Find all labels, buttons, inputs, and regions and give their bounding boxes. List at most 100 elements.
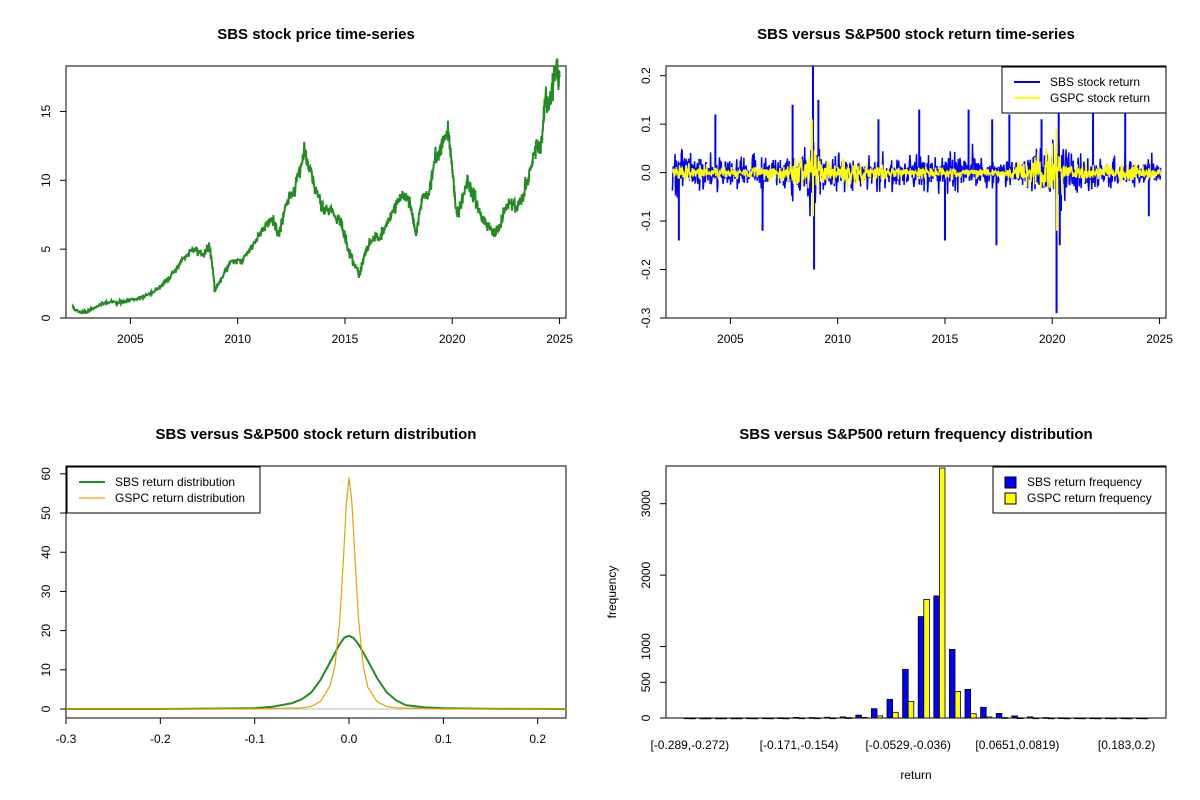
bar-gspc (1095, 717, 1102, 720)
x-tick-label: 2025 (546, 332, 573, 346)
bar-gspc (939, 467, 946, 719)
bar-sbs (1027, 716, 1034, 719)
y-tick-label: 30 (39, 584, 53, 598)
bar-sbs (1089, 717, 1096, 720)
legend-box (1001, 66, 1167, 114)
bar-gspc (814, 717, 821, 720)
x-tick-label: 0.1 (435, 732, 452, 746)
bar-gspc (861, 717, 868, 719)
bar-sbs (699, 717, 706, 720)
x-tick-label: 0.2 (529, 732, 546, 746)
bar-gspc (954, 691, 961, 719)
y-tick-label: 2000 (639, 561, 653, 588)
y-tick-label: 5 (39, 245, 53, 252)
bar-gspc (1032, 717, 1039, 720)
y-tick-label: 10 (39, 663, 53, 677)
series-line-gspc-return (671, 143, 1162, 196)
x-tick-label: 2005 (117, 332, 144, 346)
x-tick-label: [-0.171,-0.154) (760, 738, 839, 752)
x-tick-label: 2010 (824, 332, 851, 346)
bar-gspc (767, 717, 774, 720)
y-tick-label: 0.1 (639, 115, 653, 132)
legend-swatch (1004, 476, 1017, 489)
x-tick-label: 2010 (224, 332, 251, 346)
y-tick-label: 500 (639, 672, 653, 692)
y-tick-label: 20 (39, 624, 53, 638)
bar-sbs (1073, 717, 1081, 720)
y-tick-label: 0 (639, 714, 653, 721)
y-tick-label: 60 (39, 467, 53, 481)
chart-title: SBS stock price time-series (217, 26, 415, 43)
x-tick-label: 0.0 (341, 732, 358, 746)
bar-gspc (1017, 717, 1024, 719)
x-tick-label: -0.3 (56, 732, 77, 746)
bar-gspc (876, 715, 883, 719)
bar-gspc (907, 701, 915, 719)
bar-sbs (808, 717, 815, 719)
legend-label: GSPC stock return (1050, 91, 1150, 105)
chart-title: SBS versus S&P500 stock return time-seri… (757, 26, 1075, 43)
bar-sbs (730, 717, 737, 720)
bar-sbs (839, 716, 847, 719)
x-tick-label: [-0.0529,-0.036) (866, 738, 951, 752)
bar-sbs (917, 616, 925, 719)
bar-sbs (683, 717, 691, 720)
plot-frame-1 (65, 65, 567, 319)
x-tick-label: 2005 (717, 332, 744, 346)
bar-sbs (1105, 717, 1112, 720)
bar-sbs (933, 595, 940, 719)
bar-gspc (1126, 717, 1133, 720)
y-tick-label: -0.2 (639, 259, 653, 280)
x-tick-label: 2015 (932, 332, 959, 346)
bar-sbs (761, 717, 769, 720)
bar-gspc (689, 717, 696, 720)
legend-label: GSPC return distribution (115, 491, 245, 505)
x-tick-label: [0.183,0.2) (1098, 738, 1155, 752)
y-tick-label: 15 (39, 104, 53, 118)
bar-sbs (886, 699, 893, 719)
chart-title: SBS versus S&P500 stock return distribut… (156, 426, 477, 443)
y-tick-label: 0.0 (639, 164, 653, 181)
bar-gspc (1110, 717, 1117, 720)
bar-gspc (970, 713, 977, 719)
bar-sbs (949, 649, 956, 719)
x-axis-label: return (900, 768, 931, 782)
x-tick-label: -0.1 (244, 732, 265, 746)
x-tick-label: 2020 (1039, 332, 1066, 346)
bar-gspc (736, 717, 743, 720)
bar-sbs (902, 669, 909, 719)
bar-sbs (1011, 715, 1018, 719)
bar-gspc (892, 711, 899, 719)
bar-gspc (845, 717, 852, 719)
bar-sbs (1042, 717, 1049, 719)
plot-frame-2 (665, 65, 1167, 319)
y-tick-label: 0.2 (639, 67, 653, 84)
plot-frame-4 (665, 465, 1167, 719)
bar-gspc (783, 717, 790, 720)
y-tick-label: -0.3 (639, 307, 653, 328)
bar-gspc (751, 717, 759, 720)
series-line-sbs-return (671, 139, 1162, 217)
bar-gspc (1048, 717, 1055, 720)
y-tick-label: 0 (39, 314, 53, 321)
legend-label: SBS return distribution (115, 475, 235, 489)
bar-gspc (1063, 717, 1071, 720)
bar-sbs (746, 717, 753, 720)
y-axis-label: frequency (605, 566, 619, 619)
x-tick-label: [-0.289,-0.272) (650, 738, 729, 752)
bar-gspc (985, 716, 993, 719)
legend-label: GSPC return frequency (1027, 491, 1152, 505)
bar-sbs (980, 706, 987, 719)
x-tick-label: -0.2 (150, 732, 171, 746)
legend-label: SBS stock return (1050, 75, 1140, 89)
bar-gspc (1079, 717, 1086, 720)
bar-gspc (829, 717, 837, 720)
bar-sbs (793, 717, 800, 719)
density-line-sbs (66, 634, 567, 710)
bar-sbs (777, 717, 784, 719)
x-tick-label: 2015 (332, 332, 359, 346)
bar-sbs (1136, 717, 1143, 720)
series-line-sbs-price (71, 58, 561, 315)
bar-gspc (1001, 717, 1008, 719)
